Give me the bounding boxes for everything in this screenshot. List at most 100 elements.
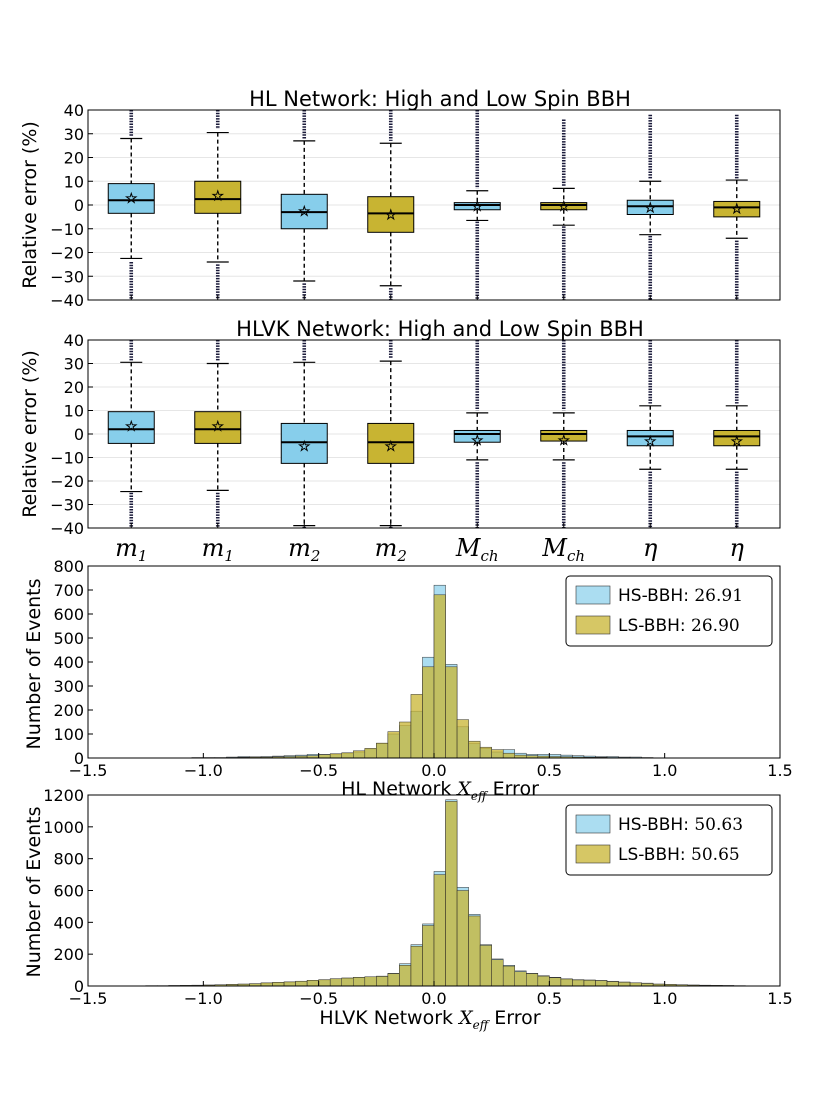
legend-swatch [575,844,611,864]
x-tick-label: 0.0 [421,989,446,1008]
box [453,429,501,443]
histogram-bar [491,959,504,987]
x-axis-label: HLVK Network Xeff Error [319,1007,540,1032]
histogram-bar [526,973,539,987]
x-tick-label: −0.5 [299,989,338,1008]
y-tick-label: 700 [53,581,84,600]
mean-marker: ☆ [211,189,224,205]
legend-label: HS-BBH: 50.63 [618,815,743,835]
histogram-bar [560,978,573,987]
histogram-bar [456,719,469,759]
histogram-bar [606,981,619,987]
box [540,202,588,211]
y-tick-label: −40 [50,519,84,538]
box [713,200,761,218]
y-tick-label: 20 [64,378,84,397]
legend-series-value: 26.91 [694,586,743,606]
x-category-label: η [643,534,658,562]
y-tick-label: 10 [64,402,84,421]
legend-series-name: LS-BBH: [618,616,691,636]
x-tick-label: 0.0 [421,761,446,780]
y-tick-label: −30 [50,496,84,515]
histogram-bar [272,982,285,987]
x-axis-label-suffix: Error [494,1007,541,1029]
histogram-bar [283,981,296,987]
mean-marker: ☆ [730,202,743,218]
histogram-bar [295,980,308,987]
histogram-bar [433,874,446,987]
histogram-panel-hlvk: Number of Events HLVK Network Xeff Error… [23,786,793,1032]
x-category-label: Mch [541,534,585,565]
x-axis-label-math-sub: eff [473,1018,491,1032]
x-category-label: η [730,534,745,562]
mean-marker: ☆ [471,433,484,449]
y-axis-label: Number of Events [23,806,45,977]
y-tick-label: 500 [53,629,84,648]
mean-marker: ☆ [557,199,570,215]
x-category-label: Mch [455,534,499,565]
box [107,411,155,444]
box [626,429,674,447]
legend-series-name: HS-BBH: [618,815,694,835]
x-category-label: m2 [288,534,320,565]
legend-series-value: 50.65 [691,845,740,865]
histogram-panel-hl: Number of Events HL Network Xeff Error 0… [23,557,793,803]
mean-marker: ☆ [298,204,311,220]
histogram-bar [341,752,354,759]
histogram-bar [445,801,458,987]
x-axis-label: HL Network Xeff Error [341,778,539,803]
y-tick-label: 400 [53,653,84,672]
x-tick-label: −1.5 [69,989,108,1008]
y-axis-label: Number of Events [23,578,45,749]
y-axis-label: Relative error (%) [19,121,41,289]
histogram-bar [387,973,400,987]
y-tick-label: 40 [64,101,84,120]
y-tick-label: 100 [53,725,84,744]
y-tick-label: 0 [74,425,84,444]
x-tick-label: 1.0 [652,761,677,780]
histogram-bar [479,746,492,759]
x-tick-label: 1.5 [767,761,792,780]
histogram-bar [514,971,527,987]
box [540,429,588,442]
y-tick-label: −30 [50,267,84,286]
histogram-bar [364,976,377,987]
histogram-bar [329,978,342,987]
x-tick-label: 0.5 [537,989,562,1008]
legend-swatch [575,814,611,834]
x-category-label: m1 [202,534,234,565]
histogram-bar [595,980,608,987]
y-tick-label: 800 [53,557,84,576]
histogram-bar [399,965,412,987]
mean-marker: ☆ [384,439,397,455]
x-category-label: m1 [115,534,147,565]
histogram-bar [353,750,366,759]
y-tick-label: 0 [74,196,84,215]
x-axis-label-text: HLVK Network [319,1007,453,1029]
histogram-bar [318,979,331,987]
x-tick-label: −1.0 [184,989,223,1008]
legend-swatch [575,615,611,635]
y-tick-label: 600 [53,605,84,624]
y-tick-label: 600 [53,882,84,901]
x-tick-label: −0.5 [299,761,338,780]
y-tick-label: 800 [53,850,84,869]
legend-label: LS-BBH: 50.65 [618,845,740,865]
x-tick-label: −1.5 [69,761,108,780]
y-tick-label: −20 [50,472,84,491]
y-tick-label: −40 [50,291,84,310]
histogram-bar [491,749,504,759]
x-tick-label: 1.5 [767,989,792,1008]
box [107,183,155,214]
y-tick-label: 300 [53,677,84,696]
x-category-label: m2 [375,534,407,565]
legend-series-value: 50.63 [694,815,743,835]
y-tick-label: −10 [50,449,84,468]
y-tick-label: 30 [64,125,84,144]
y-axis-label: Relative error (%) [19,350,41,518]
histogram-bar [410,945,423,987]
mean-marker: ☆ [644,200,657,216]
histogram-bar [445,666,458,759]
histogram-bar [618,981,631,987]
